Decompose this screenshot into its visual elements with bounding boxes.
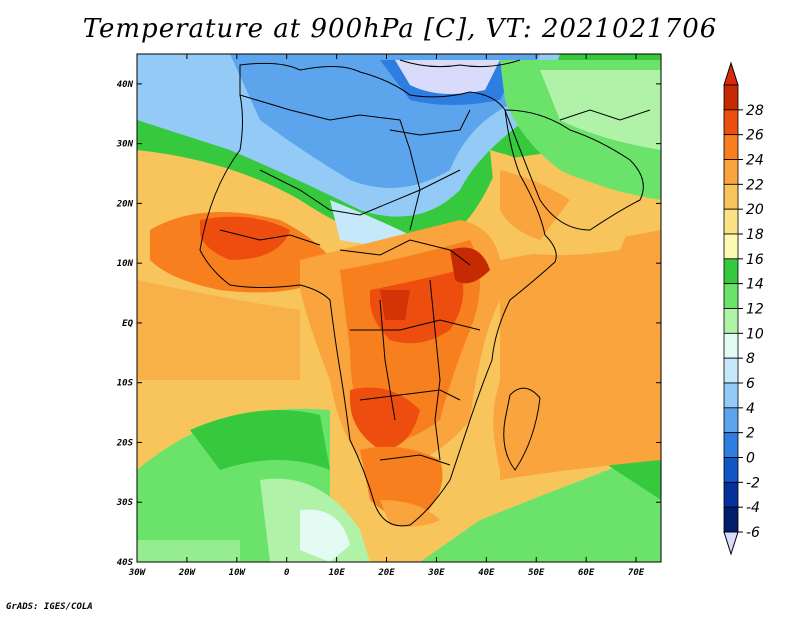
colorbar-swatch (723, 432, 739, 458)
field-chad-cool (330, 200, 420, 245)
colorbar-swatch (723, 233, 739, 260)
border-8 (219, 229, 321, 246)
colorbar-label: 10 (746, 326, 764, 342)
colorbar-swatch (723, 506, 739, 533)
colorbar-swatch (723, 159, 739, 185)
field-cold-pool (300, 509, 350, 562)
colorbar-swatch (723, 208, 739, 235)
y-tick-label: 30S (116, 498, 134, 508)
colorbar-label: -4 (746, 500, 760, 516)
border-10 (379, 299, 396, 421)
field-iran (540, 70, 661, 150)
colorbar-swatch (723, 84, 739, 111)
x-tick-label: 20W (178, 568, 197, 578)
x-axis: 30W 20W 10W 0 10E 20E 30E 40E 50E 60E 70E (128, 54, 645, 578)
field-angola-hot (350, 387, 420, 450)
coastlines (199, 59, 651, 527)
y-tick-label: 40S (117, 558, 134, 568)
x-tick-label: 70E (628, 568, 645, 578)
colorbar-swatch (723, 134, 739, 160)
field-south-africa (380, 500, 440, 527)
field-congo-hottest (380, 290, 410, 320)
field-congo-hot (370, 270, 464, 344)
x-tick-label: 20E (377, 568, 395, 578)
border-6 (379, 454, 451, 466)
colorbar-swatch (723, 357, 739, 384)
colorbar-label: 0 (746, 451, 755, 467)
colorbar-swatch (723, 382, 739, 409)
colorbar-label: 12 (746, 302, 764, 318)
colorbar-label: -2 (746, 475, 760, 491)
colorbar-swatch (723, 258, 739, 285)
arabia-coast (504, 109, 644, 231)
x-tick-label: 30E (427, 568, 445, 578)
africa-coast (199, 62, 557, 527)
colorbar-label: 18 (746, 227, 764, 243)
y-tick-label: 10S (117, 379, 134, 389)
border-5 (359, 389, 461, 401)
colorbar-label: 14 (746, 277, 764, 293)
colorbar-swatch (723, 481, 739, 508)
x-tick-label: 40E (478, 568, 495, 578)
y-axis: 40N 30N 20N 10N EQ 10S 20S 30S 40S (116, 80, 661, 568)
field-med-coldest (395, 60, 500, 94)
field-sudan-hottest (450, 247, 490, 284)
field-sahel-hot (200, 216, 290, 260)
y-tick-label: 20S (116, 438, 134, 448)
colorbar-swatch (723, 109, 739, 136)
border-2 (259, 169, 461, 216)
x-tick-label: 30W (128, 568, 147, 578)
colorbar-top-arrow (723, 61, 739, 86)
field-sw-corner (137, 540, 240, 562)
field-kalahari (360, 446, 443, 520)
map-title: Temperature at 900hPa [C], VT: 202102170… (82, 14, 718, 44)
x-tick-label: 0 (284, 568, 290, 578)
colorbar-label: 8 (746, 351, 755, 367)
colorbar-label: 28 (746, 103, 764, 119)
grads-credit: GrADS: IGES/COLA (6, 602, 93, 612)
field-indian-ocean (500, 230, 661, 480)
field-south-indian (420, 450, 661, 562)
border-1 (239, 94, 421, 231)
y-tick-label: 40N (117, 80, 134, 90)
colorbar-label: -6 (746, 525, 760, 541)
colorbar-label: 20 (746, 202, 764, 218)
border-4 (350, 319, 481, 331)
border-9 (429, 279, 441, 461)
colorbar-label: 26 (746, 128, 764, 144)
colorbar-swatch (723, 183, 739, 210)
y-tick-label: 30N (116, 140, 134, 150)
x-tick-label: 10W (229, 568, 247, 578)
temperature-field (137, 54, 661, 562)
colorbar-label: 24 (746, 153, 764, 169)
border-3 (339, 239, 471, 266)
field-gulf-guinea (137, 280, 300, 380)
y-tick-label: 10N (117, 259, 134, 269)
map-frame (136, 53, 662, 563)
field-south-atlantic-band (190, 410, 330, 470)
colorbar-label: 4 (746, 401, 755, 417)
y-tick-label: EQ (122, 319, 133, 329)
europe-coast (399, 59, 521, 68)
colorbar-label: 22 (746, 177, 764, 193)
y-tick-label: 20N (116, 199, 134, 209)
colorbar-swatch (723, 283, 739, 309)
x-tick-label: 60E (578, 568, 595, 578)
border-7 (389, 109, 471, 136)
x-tick-label: 10E (328, 568, 345, 578)
colorbar-bottom-arrow (723, 531, 739, 556)
colorbar-swatch (723, 332, 739, 359)
colorbar-swatch (723, 407, 739, 434)
colorbar-swatch (723, 457, 739, 483)
colorbar-label: 2 (746, 426, 755, 442)
colorbar-swatch (723, 308, 739, 334)
colorbar-label: 6 (746, 376, 755, 392)
colorbar-label: 16 (746, 252, 764, 268)
x-tick-label: 50E (528, 568, 545, 578)
madagascar-coast (503, 387, 541, 471)
border-11 (559, 109, 651, 121)
